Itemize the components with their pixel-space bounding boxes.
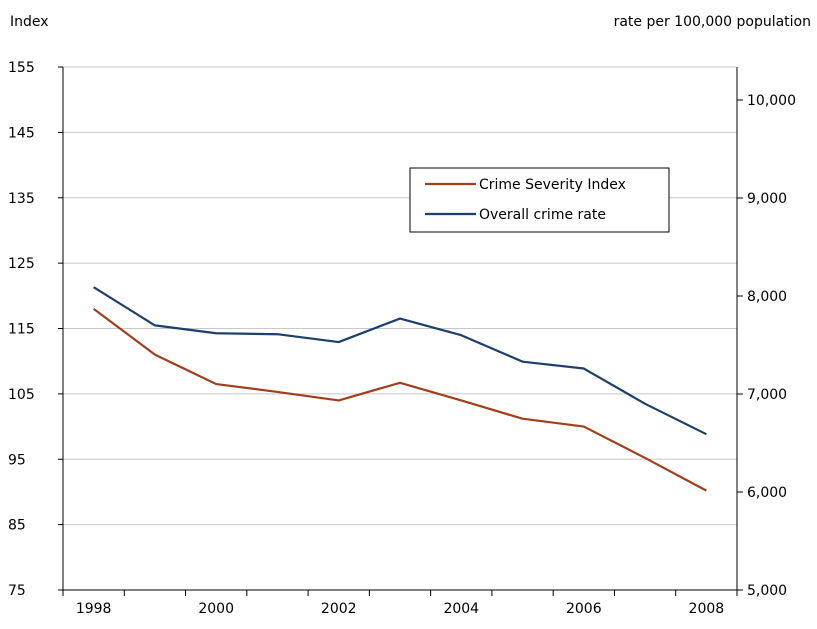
left-tick-label: 145 bbox=[8, 125, 35, 141]
left-tick-label: 155 bbox=[8, 60, 35, 76]
right-tick-label: 6,000 bbox=[747, 485, 787, 501]
left-tick-label: 95 bbox=[8, 452, 26, 468]
axes: Index rate per 100,000 population 75 85 95 10… bbox=[8, 14, 811, 617]
right-axis-label: rate per 100,000 population bbox=[614, 14, 811, 30]
series-overall-crime-rate bbox=[93, 286, 707, 436]
right-tick-label: 5,000 bbox=[747, 583, 787, 599]
left-tick-label: 125 bbox=[8, 256, 35, 272]
legend-label: Overall crime rate bbox=[479, 207, 606, 223]
left-tick-label: 75 bbox=[8, 583, 26, 599]
left-tick-label: 115 bbox=[8, 322, 35, 338]
x-tick-label: 2006 bbox=[566, 601, 602, 617]
legend-label: Crime Severity Index bbox=[479, 177, 626, 193]
right-tick-label: 10,000 bbox=[747, 93, 796, 109]
legend-box bbox=[409, 167, 670, 233]
left-tick-label: 135 bbox=[8, 191, 35, 207]
right-tick-label: 9,000 bbox=[747, 191, 787, 207]
x-tick-label: 2008 bbox=[689, 601, 725, 617]
left-axis-label: Index bbox=[10, 14, 49, 30]
series-crime-severity-index bbox=[92, 308, 707, 492]
x-tick-label: 2002 bbox=[321, 601, 357, 617]
x-tick-label: 2000 bbox=[198, 601, 234, 617]
left-tick-label: 85 bbox=[8, 518, 26, 534]
x-tick-label: 1998 bbox=[76, 601, 112, 617]
legend: Crime Severity Index Overall crime rate bbox=[409, 167, 670, 233]
x-tick-label: 2004 bbox=[443, 601, 479, 617]
series bbox=[92, 286, 707, 492]
left-tick-label: 105 bbox=[8, 387, 35, 403]
gridlines bbox=[63, 66, 737, 526]
right-tick-label: 8,000 bbox=[747, 289, 787, 305]
right-tick-label: 7,000 bbox=[747, 387, 787, 403]
